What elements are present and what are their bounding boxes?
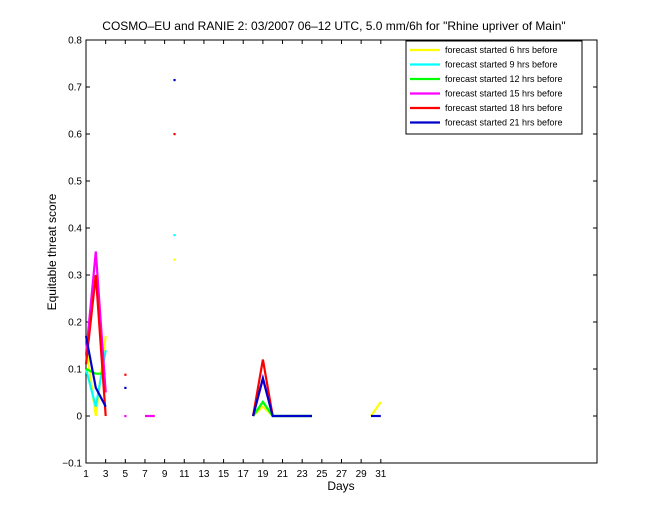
x-tick-label: 21 bbox=[277, 469, 289, 480]
x-tick-label: 25 bbox=[316, 469, 328, 480]
series-layer bbox=[84, 78, 382, 418]
x-tick-label: 9 bbox=[162, 469, 168, 480]
legend-box bbox=[405, 40, 583, 135]
axis-ticks: 1 3 5 7 9 11 13 15 17 19 21 23 25 27 29 31−0.100.10.20.… bbox=[62, 36, 597, 480]
data-point bbox=[173, 258, 176, 261]
data-point bbox=[173, 234, 176, 237]
x-axis-label: Days bbox=[327, 479, 354, 493]
x-tick-label: 27 bbox=[336, 469, 348, 480]
x-tick-label: 15 bbox=[218, 469, 230, 480]
legend-entry: forecast started 15 hrs before bbox=[445, 89, 563, 99]
x-tick-label: 11 bbox=[179, 469, 190, 480]
x-tick-label: 23 bbox=[297, 469, 309, 480]
x-tick-label: 29 bbox=[356, 469, 368, 480]
x-tick-label: 31 bbox=[375, 469, 387, 480]
y-tick-label: 0.2 bbox=[68, 318, 82, 329]
x-tick-label: 13 bbox=[198, 469, 210, 480]
x-tick-label: 7 bbox=[142, 469, 148, 480]
legend: forecast started 6 hrs before forecast st… bbox=[405, 40, 583, 135]
series-line bbox=[252, 359, 274, 417]
y-axis-label: Equitable threat score bbox=[45, 193, 59, 310]
series-line bbox=[84, 251, 107, 393]
y-tick-label: 0.3 bbox=[68, 271, 82, 282]
legend-entry: forecast started 12 hrs before bbox=[445, 74, 563, 84]
legend-entry: forecast started 6 hrs before bbox=[445, 45, 558, 55]
series-line bbox=[84, 274, 107, 417]
x-tick-label: 19 bbox=[257, 469, 269, 480]
y-tick-label: 0 bbox=[76, 412, 82, 423]
y-tick-label: 0.4 bbox=[68, 224, 82, 235]
y-tick-label: 0.1 bbox=[68, 365, 82, 376]
data-point bbox=[124, 386, 127, 389]
y-tick-label: 0.7 bbox=[68, 83, 82, 94]
series-line bbox=[84, 335, 107, 408]
x-tick-label: 17 bbox=[238, 469, 250, 480]
series-6 bbox=[84, 78, 381, 418]
chart-title: COSMO–EU and RANIE 2: 03/2007 06–12 UTC,… bbox=[102, 19, 565, 33]
data-point bbox=[173, 133, 176, 136]
x-tick-label: 3 bbox=[103, 469, 109, 480]
data-point bbox=[173, 78, 176, 82]
data-point bbox=[124, 415, 127, 418]
x-tick-label: 5 bbox=[123, 469, 129, 480]
y-tick-label: −0.1 bbox=[62, 459, 82, 470]
y-tick-label: 0.6 bbox=[68, 130, 82, 141]
series-5 bbox=[84, 133, 274, 417]
data-point bbox=[124, 373, 127, 376]
legend-entry: forecast started 9 hrs before bbox=[445, 60, 558, 70]
legend-entry: forecast started 21 hrs before bbox=[445, 118, 563, 128]
series-line bbox=[252, 374, 312, 418]
series-line bbox=[370, 401, 382, 417]
x-tick-label: 1 bbox=[83, 469, 89, 480]
legend-entry: forecast started 18 hrs before bbox=[445, 103, 563, 113]
y-tick-label: 0.8 bbox=[68, 36, 82, 47]
y-tick-label: 0.5 bbox=[68, 177, 82, 188]
